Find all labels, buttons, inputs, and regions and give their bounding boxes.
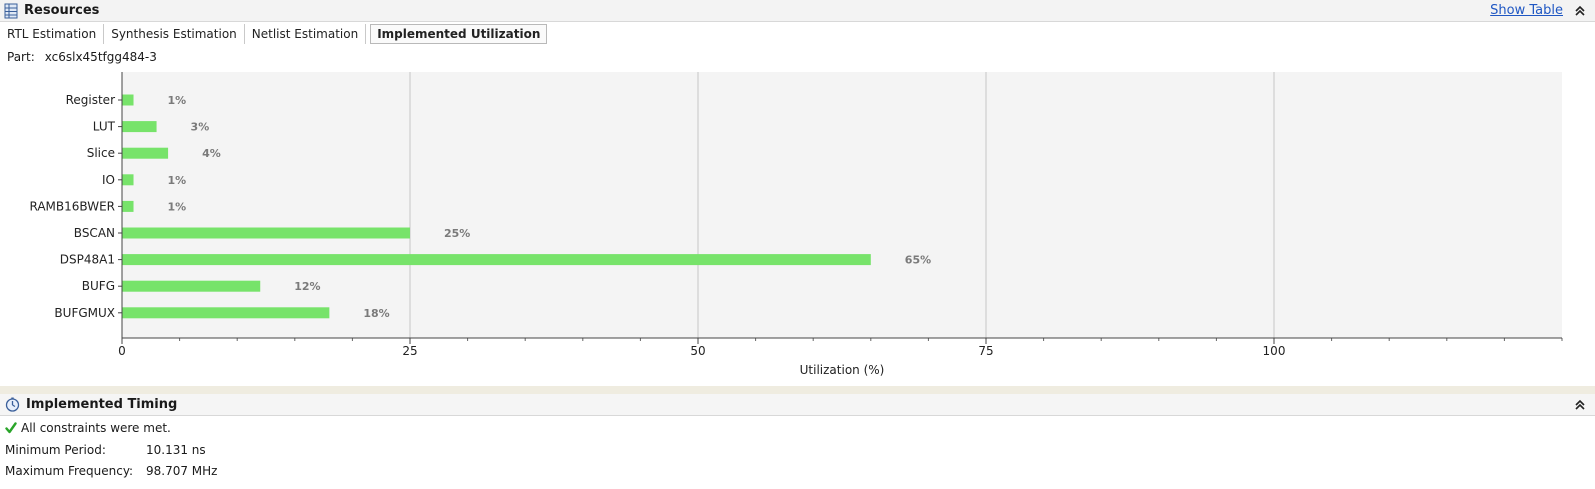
constraints-status: All constraints were met. bbox=[5, 421, 171, 435]
part-row: Part: xc6slx45tfgg484-3 bbox=[7, 50, 157, 64]
x-tick-label: 100 bbox=[1263, 344, 1286, 358]
panel-divider bbox=[0, 386, 1595, 394]
bar-register bbox=[122, 94, 134, 106]
data-label: 4% bbox=[202, 147, 221, 160]
resources-header: Resources Show Table bbox=[0, 0, 1595, 22]
bar-dsp48a1 bbox=[122, 254, 871, 266]
part-value: xc6slx45tfgg484-3 bbox=[44, 50, 157, 64]
x-tick-label: 25 bbox=[402, 344, 417, 358]
category-label: Register bbox=[66, 93, 115, 107]
x-tick-label: 0 bbox=[118, 344, 126, 358]
tab-implemented-utilization[interactable]: Implemented Utilization bbox=[370, 24, 548, 44]
show-table-link[interactable]: Show Table bbox=[1490, 3, 1563, 18]
max-frequency-label: Maximum Frequency: bbox=[5, 464, 134, 478]
category-label: IO bbox=[102, 173, 115, 187]
data-label: 18% bbox=[363, 307, 389, 320]
category-label: LUT bbox=[93, 120, 116, 134]
data-label: 1% bbox=[168, 174, 187, 187]
x-axis-label: Utilization (%) bbox=[800, 363, 885, 377]
min-period-row: Minimum Period: 10.131 ns bbox=[5, 443, 206, 457]
estimation-tabs: RTL Estimation Synthesis Estimation Netl… bbox=[0, 23, 548, 45]
bar-bscan bbox=[122, 227, 410, 239]
max-frequency-value: 98.707 MHz bbox=[146, 464, 218, 478]
data-label: 1% bbox=[168, 94, 187, 107]
plot-area bbox=[122, 72, 1562, 338]
bar-lut bbox=[122, 121, 157, 133]
category-label: DSP48A1 bbox=[60, 253, 115, 267]
resources-title: Resources bbox=[24, 3, 100, 18]
data-label: 3% bbox=[191, 121, 210, 134]
bar-io bbox=[122, 174, 134, 186]
collapse-resources-icon[interactable] bbox=[1573, 4, 1587, 18]
bar-bufg bbox=[122, 280, 261, 292]
utilization-chart: 1% 3% 4% 1% 1% 25% 65% 12% 18% 0 25 50 75 100 Registe… bbox=[29, 72, 1563, 377]
category-label: RAMB16BWER bbox=[29, 199, 115, 213]
checkmark-icon bbox=[5, 422, 17, 434]
min-period-label: Minimum Period: bbox=[5, 443, 106, 457]
bar-bufgmux bbox=[122, 307, 330, 319]
tab-synthesis-estimation[interactable]: Synthesis Estimation bbox=[104, 24, 245, 44]
collapse-timing-icon[interactable] bbox=[1573, 398, 1587, 412]
x-tick-label: 50 bbox=[690, 344, 705, 358]
part-label: Part: bbox=[7, 50, 35, 64]
constraints-status-text: All constraints were met. bbox=[21, 421, 171, 435]
bar-slice bbox=[122, 147, 169, 159]
data-label: 65% bbox=[905, 254, 931, 267]
data-label: 25% bbox=[444, 227, 470, 240]
timing-header: Implemented Timing bbox=[0, 394, 1595, 416]
table-grid-icon bbox=[4, 3, 18, 19]
tab-rtl-estimation[interactable]: RTL Estimation bbox=[0, 24, 105, 44]
category-label: Slice bbox=[87, 146, 115, 160]
max-frequency-row: Maximum Frequency: 98.707 MHz bbox=[5, 464, 217, 478]
tab-netlist-estimation[interactable]: Netlist Estimation bbox=[245, 24, 367, 44]
category-label: BUFGMUX bbox=[54, 306, 115, 320]
bar-ramb16bwer bbox=[122, 200, 134, 212]
data-label: 1% bbox=[168, 200, 187, 213]
stopwatch-icon bbox=[5, 397, 20, 412]
category-label: BUFG bbox=[82, 279, 115, 293]
min-period-value: 10.131 ns bbox=[146, 443, 206, 457]
timing-title: Implemented Timing bbox=[26, 397, 178, 412]
x-tick-label: 75 bbox=[978, 344, 993, 358]
category-label: BSCAN bbox=[74, 226, 115, 240]
data-label: 12% bbox=[294, 280, 320, 293]
